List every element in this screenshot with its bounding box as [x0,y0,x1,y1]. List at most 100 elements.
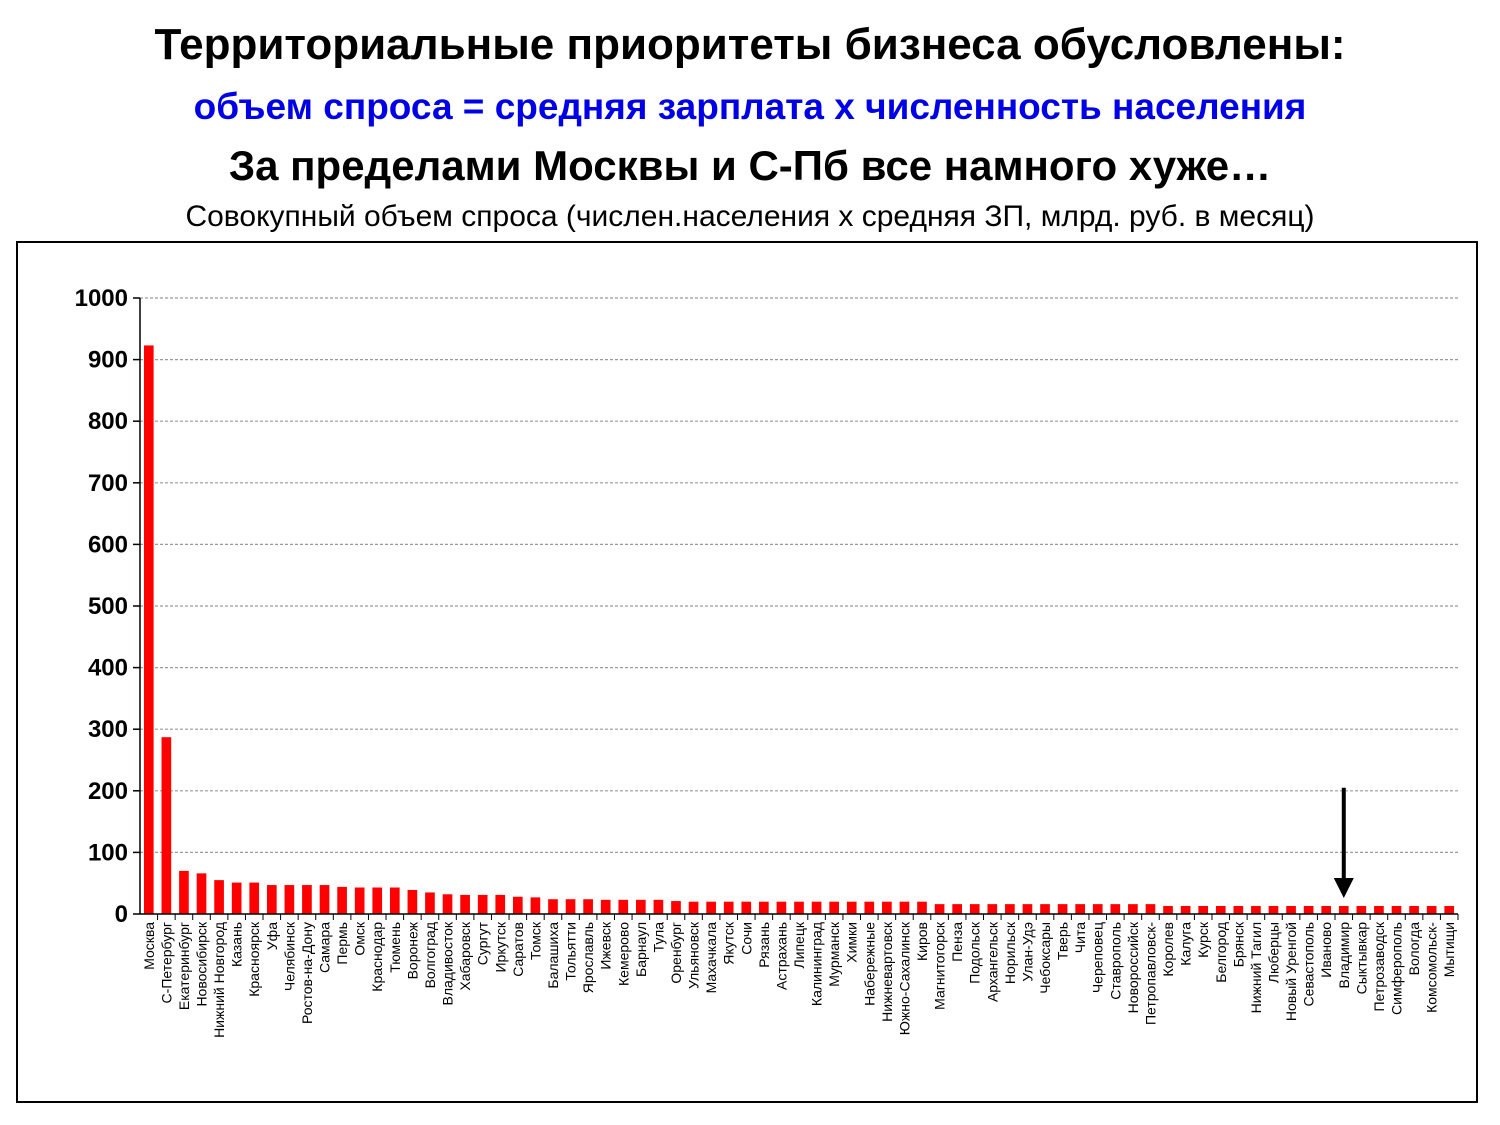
bar [1268,905,1279,914]
bar [1040,904,1050,914]
x-tick-label: Архангельск [984,921,1000,1002]
demand-formula: объем спроса = средняя зарплата х числен… [193,86,1307,127]
x-tick-label: Комсомольск- [1424,922,1440,1013]
x-tick-label: С-Петербург [158,922,174,1003]
y-tick-label: 1000 [75,285,128,312]
x-tick-label: Ижевск [598,921,614,969]
x-tick-label: Барнаул [633,922,649,977]
bar [934,904,945,914]
y-tick-label: 300 [88,716,128,743]
x-tick-label: Сыктывкар [1353,922,1369,995]
bar [1180,905,1191,914]
bar [319,885,330,914]
x-tick-label: Оренбург [668,922,684,984]
x-tick-label: Кемерово [615,922,631,986]
bar [653,899,664,914]
x-tick-label: Химки [844,922,860,963]
x-tick-label: Норильск [1002,921,1018,984]
bar [530,897,541,914]
bar [214,880,224,914]
x-tick-label: Тула [650,922,666,953]
x-tick-label: Липецк [791,921,807,968]
bar [741,901,752,914]
y-tick-label: 800 [88,408,128,435]
bar [1321,905,1332,914]
bar [1022,904,1033,914]
bar [1426,905,1437,914]
x-axis-labels: Москва С-Петербург Екатеринбург Новосибирск… [141,921,1457,1038]
key-statement: За пределами Москвы и С-Пб все намного х… [228,142,1272,189]
bar [425,892,435,914]
bar [846,901,857,914]
bar [512,896,523,914]
y-tick-label: 0 [115,901,128,928]
x-tick-label: Тверь [1055,922,1071,960]
x-tick-label: Магнитогорск [932,921,948,1010]
bar [899,901,910,914]
bar [1251,905,1261,914]
x-tick-label: Нижневартовск [879,921,895,1022]
x-tick-label: Череповец [1090,922,1106,993]
bar [1110,904,1121,914]
x-tick-label: Киров [914,922,930,961]
bar [1303,905,1314,914]
chart-frame: 0 100 200 300 400 500 600 700 800 900 1000 Москва С… [16,241,1478,1103]
x-tick-label: Омск [352,921,368,956]
y-tick-label: 500 [88,593,128,620]
bar [1005,904,1015,914]
bar [161,737,172,914]
gridlines [140,297,1458,854]
bar [266,885,277,914]
x-tick-label: Астрахань [773,922,789,990]
bar [864,901,875,914]
x-tick-label: Нижний Тагил [1248,922,1264,1013]
bar [723,901,734,914]
x-tick-label: Ростов-на-Дону [299,922,315,1024]
x-tick-label: Иркутск [492,921,508,972]
bar [1338,905,1349,914]
bar [671,901,681,914]
bar [1444,905,1455,914]
x-tick-label: Новосибирск [194,921,210,1006]
bar [389,887,400,914]
x-tick-label: Подольск [967,921,983,984]
x-tick-label: Королев [1160,922,1176,977]
x-tick-label: Владимир [1336,922,1352,989]
y-tick-label: 600 [88,531,128,558]
bar [565,899,576,914]
bar [548,899,558,914]
x-tick-label: Улан-Удэ [1019,922,1035,982]
bar [1145,904,1156,914]
x-tick-label: Махачкала [703,922,719,994]
x-tick-label: Южно-Сахалинск [896,921,912,1035]
arrow-head-icon [1333,877,1354,898]
x-tick-label: Пенза [949,922,965,962]
x-tick-label: Саратов [510,922,526,977]
x-tick-label: Вологда [1406,922,1422,976]
bar [1233,905,1244,914]
bar [987,904,998,914]
highlight-arrow [1333,787,1354,898]
x-tick-label: Уфа [264,922,280,950]
x-tick-label: Брянск [1230,921,1246,967]
x-tick-label: Тюмень [387,922,403,973]
bar [1198,905,1209,914]
x-tick-label: Тольятти [563,922,579,981]
bar [600,899,611,914]
bar [811,901,822,914]
bar [969,904,980,914]
x-tick-label: Краснодар [369,922,385,992]
x-tick-label: Нижний Новгород [211,922,227,1038]
x-tick-label: Люберцы [1265,922,1281,983]
bar [1163,905,1173,914]
bar [143,345,154,914]
x-tick-label: Ставрополь [1107,922,1123,1000]
x-tick-label: Иваново [1318,922,1334,978]
bar [882,901,892,914]
bar [407,889,418,914]
bar [495,894,506,914]
x-tick-label: Казань [229,922,245,967]
x-tick-label: Пермь [334,922,350,965]
bar [179,870,189,914]
bar [1075,904,1086,914]
